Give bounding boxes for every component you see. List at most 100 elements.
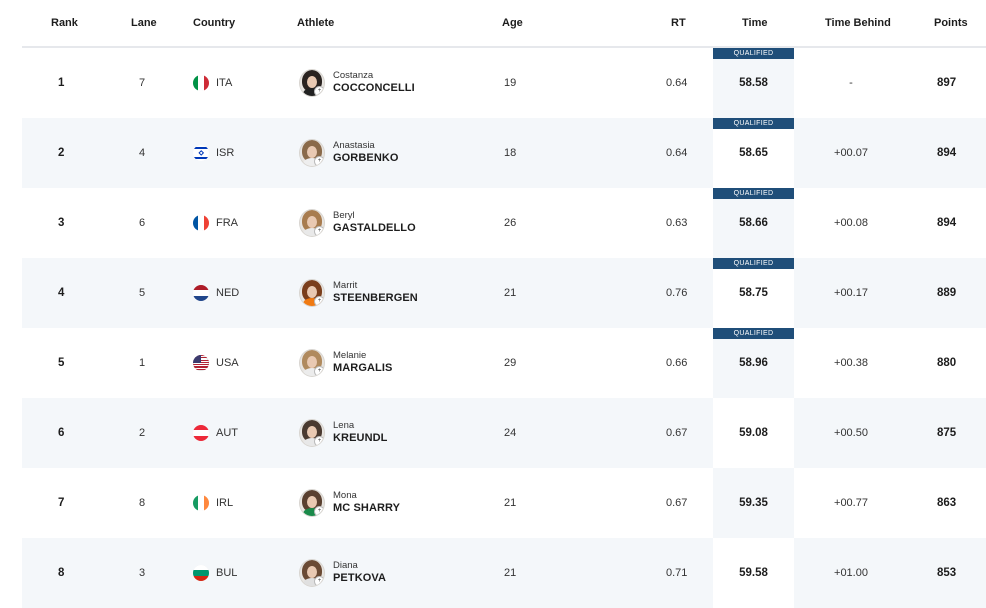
- table-row[interactable]: QUALIFIED 58.66 3 6 FRA + Beryl GASTALDE…: [22, 188, 986, 258]
- athlete-last-name[interactable]: MC SHARRY: [333, 502, 401, 515]
- time-cell: QUALIFIED 58.65: [713, 118, 794, 188]
- rank-value: 1: [58, 77, 65, 89]
- points-value: 894: [937, 147, 957, 159]
- reaction-time-value: 0.76: [666, 287, 688, 299]
- country-cell: USA: [193, 328, 239, 398]
- table-row[interactable]: 59.58 8 3 BUL + Diana PETKOVA 21 0.71 +0…: [22, 538, 986, 608]
- plus-icon: +: [314, 226, 324, 236]
- time-value: 58.65: [739, 147, 768, 159]
- athlete-cell[interactable]: + Diana PETKOVA: [299, 538, 386, 608]
- time-behind-value: +00.38: [834, 357, 868, 369]
- athlete-last-name[interactable]: MARGALIS: [333, 362, 393, 375]
- table-row[interactable]: 59.08 6 2 AUT + Lena KREUNDL 24 0.67 +00…: [22, 398, 986, 468]
- header-points[interactable]: Points: [934, 17, 968, 29]
- country-cell: AUT: [193, 398, 238, 468]
- athlete-first-name: Lena: [333, 420, 355, 432]
- time-value: 59.08: [739, 427, 768, 439]
- time-cell: QUALIFIED 58.96: [713, 328, 794, 398]
- rank-value: 5: [58, 357, 65, 369]
- lane-value: 6: [139, 217, 146, 229]
- age-value: 24: [504, 427, 517, 439]
- header-lane[interactable]: Lane: [131, 17, 157, 29]
- table-row[interactable]: QUALIFIED 58.58 1 7 ITA + Costanza COCCO…: [22, 48, 986, 118]
- results-table-body: QUALIFIED 58.58 1 7 ITA + Costanza COCCO…: [22, 48, 986, 608]
- athlete-first-name: Mona: [333, 490, 357, 502]
- plus-icon: +: [314, 506, 324, 516]
- lane-value: 5: [139, 287, 146, 299]
- plus-icon: +: [314, 296, 324, 306]
- header-rank[interactable]: Rank: [51, 17, 78, 29]
- header-age[interactable]: Age: [502, 17, 523, 29]
- athlete-avatar: +: [299, 419, 325, 447]
- time-value: 58.75: [739, 287, 768, 299]
- rank-value: 7: [58, 497, 65, 509]
- reaction-time-value: 0.67: [666, 497, 688, 509]
- reaction-time-value: 0.63: [666, 217, 688, 229]
- country-code: ISR: [216, 147, 235, 159]
- points-value: 889: [937, 287, 957, 299]
- age-value: 21: [504, 287, 517, 299]
- time-behind-value: +00.08: [834, 217, 868, 229]
- athlete-last-name[interactable]: PETKOVA: [333, 572, 387, 585]
- athlete-cell[interactable]: + Mona MC SHARRY: [299, 468, 400, 538]
- country-cell: NED: [193, 258, 239, 328]
- athlete-first-name: Marrit: [333, 280, 358, 292]
- time-value: 59.35: [739, 497, 768, 509]
- country-flag-icon: [193, 495, 209, 511]
- header-time-behind[interactable]: Time Behind: [825, 17, 891, 29]
- athlete-first-name: Costanza: [333, 70, 374, 82]
- country-code: NED: [216, 287, 240, 299]
- athlete-avatar: +: [299, 349, 325, 377]
- table-row[interactable]: QUALIFIED 58.75 4 5 NED + Marrit STEENBE…: [22, 258, 986, 328]
- qualified-badge: QUALIFIED: [713, 48, 794, 59]
- athlete-last-name[interactable]: COCCONCELLI: [333, 82, 415, 95]
- header-country[interactable]: Country: [193, 17, 236, 29]
- country-code: IRL: [216, 497, 234, 509]
- athlete-first-name: Beryl: [333, 210, 355, 222]
- athlete-avatar: +: [299, 489, 325, 517]
- points-value: 875: [937, 427, 957, 439]
- points-value: 880: [937, 357, 957, 369]
- points-value: 894: [937, 217, 957, 229]
- age-value: 21: [504, 567, 517, 579]
- athlete-last-name[interactable]: GASTALDELLO: [333, 222, 416, 235]
- athlete-avatar: +: [299, 559, 325, 587]
- time-behind-value: -: [849, 77, 853, 89]
- country-code: FRA: [216, 217, 238, 229]
- reaction-time-value: 0.64: [666, 77, 688, 89]
- age-value: 26: [504, 217, 517, 229]
- header-rt[interactable]: RT: [671, 17, 686, 29]
- header-athlete[interactable]: Athlete: [297, 17, 335, 29]
- country-flag-icon: [193, 355, 209, 371]
- header-time[interactable]: Time: [742, 17, 768, 29]
- table-row[interactable]: QUALIFIED 58.96 5 1 USA + Melanie MARGAL…: [22, 328, 986, 398]
- reaction-time-value: 0.66: [666, 357, 688, 369]
- athlete-last-name[interactable]: KREUNDL: [333, 432, 388, 445]
- time-behind-value: +00.17: [834, 287, 868, 299]
- rank-value: 8: [58, 567, 65, 579]
- athlete-cell[interactable]: + Melanie MARGALIS: [299, 328, 392, 398]
- time-cell: QUALIFIED 58.58: [713, 48, 794, 118]
- time-cell: 59.35: [713, 468, 794, 538]
- plus-icon: +: [314, 86, 324, 96]
- country-code: USA: [216, 357, 239, 369]
- athlete-cell[interactable]: + Lena KREUNDL: [299, 398, 387, 468]
- rank-value: 2: [58, 147, 65, 159]
- country-flag-icon: [193, 285, 209, 301]
- country-cell: FRA: [193, 188, 238, 258]
- athlete-cell[interactable]: + Marrit STEENBERGEN: [299, 258, 418, 328]
- age-value: 29: [504, 357, 517, 369]
- table-row[interactable]: 59.35 7 8 IRL + Mona MC SHARRY 21 0.67 +…: [22, 468, 986, 538]
- lane-value: 7: [139, 77, 146, 89]
- qualified-badge: QUALIFIED: [713, 118, 794, 129]
- athlete-last-name[interactable]: STEENBERGEN: [333, 292, 418, 305]
- athlete-cell[interactable]: + Anastasia GORBENKO: [299, 118, 399, 188]
- qualified-badge: QUALIFIED: [713, 188, 794, 199]
- table-row[interactable]: QUALIFIED 58.65 2 4 ISR + Anastasia GORB…: [22, 118, 986, 188]
- results-table-header: Rank Lane Country Athlete Age RT Time Ti…: [22, 0, 986, 48]
- athlete-cell[interactable]: + Costanza COCCONCELLI: [299, 48, 415, 118]
- lane-value: 1: [139, 357, 146, 369]
- athlete-last-name[interactable]: GORBENKO: [333, 152, 399, 165]
- athlete-cell[interactable]: + Beryl GASTALDELLO: [299, 188, 416, 258]
- qualified-badge: QUALIFIED: [713, 258, 794, 269]
